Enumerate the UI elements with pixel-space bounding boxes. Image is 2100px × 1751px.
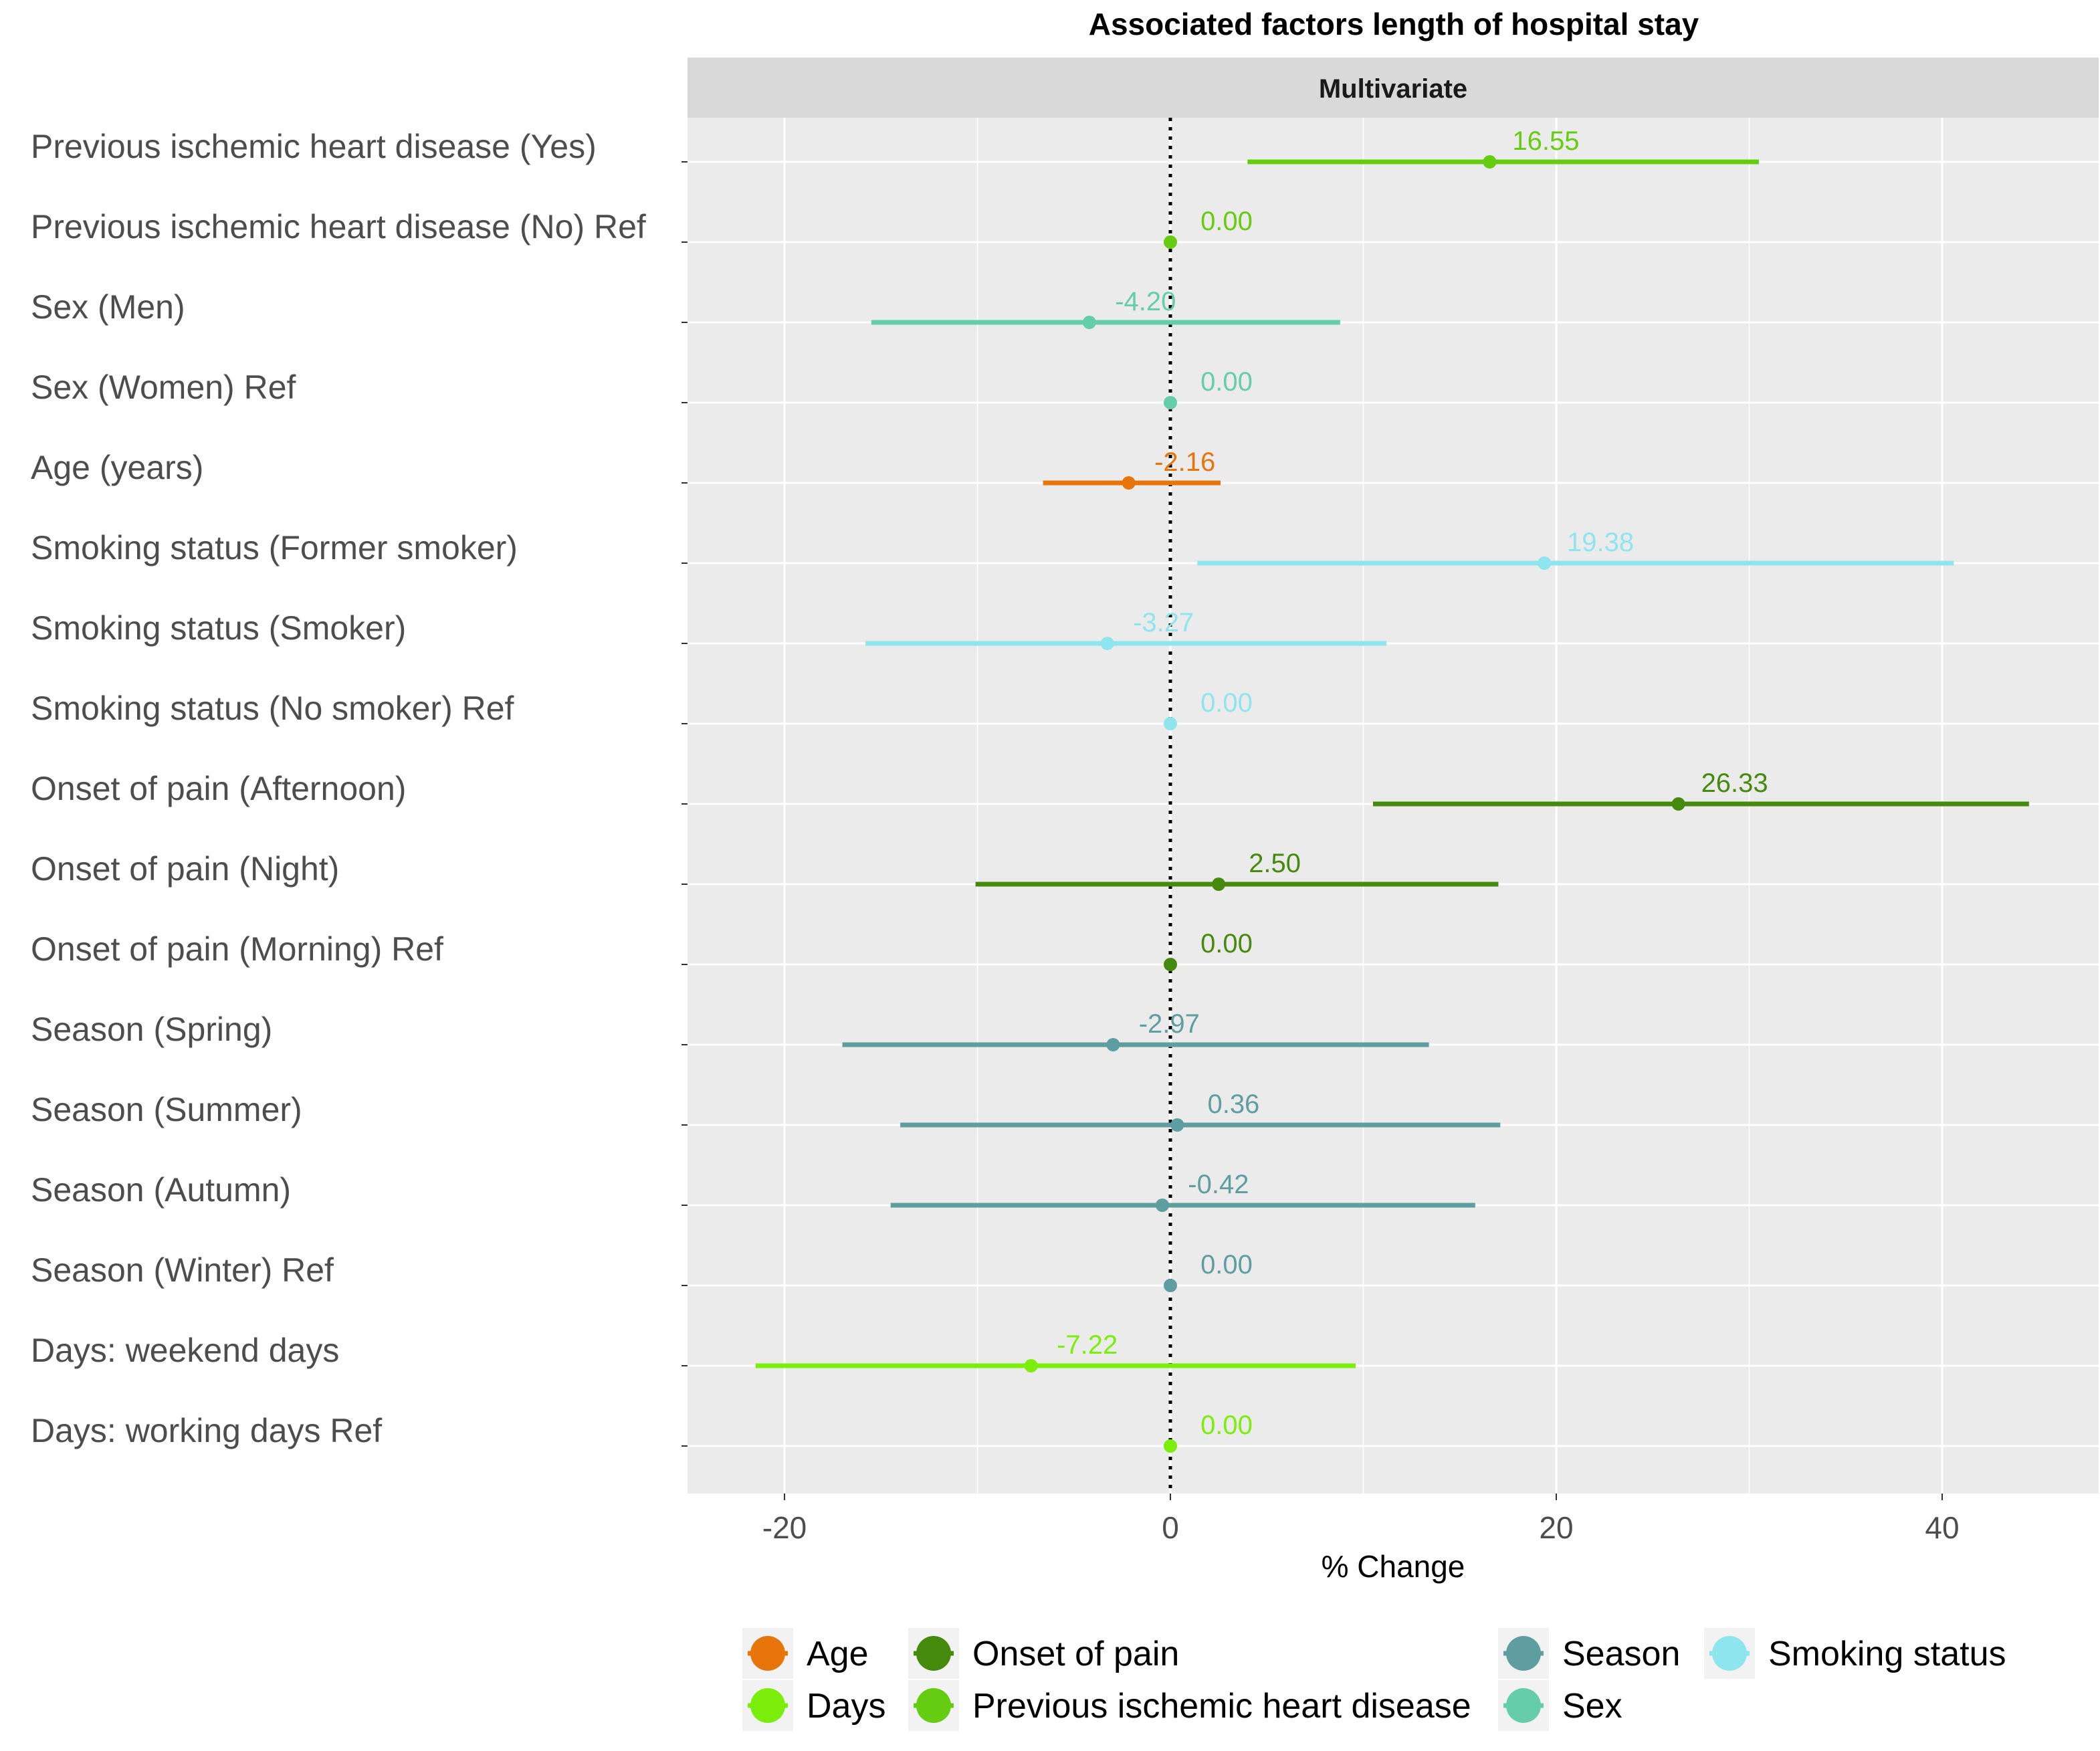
x-tick-label: 40	[1925, 1510, 1959, 1545]
y-label-onset-of-pain-night: Onset of pain (Night)	[31, 850, 339, 888]
x-axis-title: % Change	[1322, 1549, 1465, 1584]
point-estimate-smoking-status-former-smoker	[1538, 556, 1552, 570]
legend: Age Days Onset of pain Previous ischemic he…	[742, 1628, 2006, 1731]
legend-key-onset-of-pain	[916, 1636, 951, 1671]
legend-label-days: Days	[807, 1687, 885, 1726]
data-label-onset-of-pain-morning-ref: 0.00	[1200, 929, 1253, 958]
data-label-smoking-status-smoker: -3.27	[1133, 608, 1194, 637]
x-tick-label: -20	[762, 1510, 807, 1545]
legend-label-age: Age	[807, 1635, 869, 1673]
y-label-age-years: Age (years)	[31, 449, 203, 486]
point-estimate-onset-of-pain-morning-ref	[1164, 958, 1177, 971]
point-estimate-season-spring	[1106, 1038, 1120, 1051]
y-label-onset-of-pain-morning-ref: Onset of pain (Morning) Ref	[31, 930, 443, 968]
data-label-sex-men: -4.20	[1115, 287, 1176, 316]
point-estimate-sex-men	[1082, 316, 1096, 329]
legend-label-sex: Sex	[1562, 1687, 1622, 1726]
facet-strip-label: Multivariate	[1319, 74, 1467, 104]
point-estimate-season-autumn	[1155, 1199, 1169, 1212]
legend-key-season	[1506, 1636, 1541, 1671]
data-label-sex-women-ref: 0.00	[1200, 367, 1253, 397]
point-estimate-onset-of-pain-night	[1212, 878, 1226, 891]
y-label-season-autumn: Season (Autumn)	[31, 1171, 291, 1209]
data-label-previous-ischemic-heart-disease-yes: 16.55	[1512, 126, 1579, 156]
data-label-previous-ischemic-heart-disease-no-ref: 0.00	[1200, 207, 1253, 236]
y-label-days-working-days-ref: Days: working days Ref	[31, 1412, 382, 1449]
point-estimate-age-years	[1122, 476, 1136, 490]
data-label-season-autumn: -0.42	[1188, 1170, 1249, 1199]
legend-key-days	[750, 1688, 785, 1723]
y-label-onset-of-pain-afternoon: Onset of pain (Afternoon)	[31, 770, 406, 807]
data-label-smoking-status-no-smoker-ref: 0.00	[1200, 688, 1253, 718]
x-tick-label: 20	[1539, 1510, 1573, 1545]
point-estimate-season-winter-ref	[1164, 1279, 1177, 1292]
point-estimate-days-weekend-days	[1024, 1359, 1038, 1372]
data-label-age-years: -2.16	[1154, 447, 1215, 477]
data-label-season-winter-ref: 0.00	[1200, 1250, 1253, 1279]
point-estimate-previous-ischemic-heart-disease-no-ref	[1164, 235, 1177, 249]
facet-strip	[688, 58, 2099, 118]
y-label-smoking-status-no-smoker-ref: Smoking status (No smoker) Ref	[31, 690, 514, 727]
point-estimate-days-working-days-ref	[1164, 1439, 1177, 1453]
point-estimate-sex-women-ref	[1164, 396, 1177, 409]
y-label-previous-ischemic-heart-disease-no-ref: Previous ischemic heart disease (No) Ref	[31, 208, 646, 245]
y-label-season-spring: Season (Spring)	[31, 1011, 272, 1048]
y-label-smoking-status-smoker: Smoking status (Smoker)	[31, 609, 406, 647]
data-label-onset-of-pain-afternoon: 26.33	[1701, 768, 1768, 798]
data-label-smoking-status-former-smoker: 19.38	[1567, 528, 1634, 557]
data-label-season-spring: -2.97	[1139, 1009, 1200, 1039]
legend-label-previous-ischemic-heart-disease: Previous ischemic heart disease	[972, 1687, 1471, 1726]
legend-label-onset-of-pain: Onset of pain	[972, 1635, 1179, 1673]
legend-label-season: Season	[1562, 1635, 1680, 1673]
point-estimate-onset-of-pain-afternoon	[1671, 797, 1685, 811]
legend-label-smoking-status: Smoking status	[1768, 1635, 2006, 1673]
legend-key-smoking-status	[1712, 1636, 1747, 1671]
x-tick-label: 0	[1162, 1510, 1179, 1545]
y-label-sex-men: Sex (Men)	[31, 288, 185, 326]
data-rows: 16.55 0.00 -4.20 0.00 -2.16 19.38 -3.27 0.00 26.…	[755, 126, 2029, 1453]
y-label-smoking-status-former-smoker: Smoking status (Former smoker)	[31, 529, 518, 566]
data-label-onset-of-pain-night: 2.50	[1249, 849, 1301, 878]
chart-title: Associated factors length of hospital st…	[1089, 7, 1699, 41]
point-estimate-smoking-status-smoker	[1100, 637, 1114, 650]
data-label-season-summer: 0.36	[1207, 1090, 1259, 1119]
point-estimate-season-summer	[1170, 1118, 1184, 1132]
x-axis-ticks: -20 0 20 40	[762, 1493, 1960, 1545]
data-label-days-weekend-days: -7.22	[1057, 1330, 1118, 1360]
y-axis-labels: Previous ischemic heart disease (Yes) Pre…	[31, 128, 688, 1449]
legend-key-sex	[1506, 1688, 1541, 1723]
y-label-season-winter-ref: Season (Winter) Ref	[31, 1251, 334, 1289]
point-estimate-smoking-status-no-smoker-ref	[1164, 717, 1177, 730]
data-label-days-working-days-ref: 0.00	[1200, 1411, 1253, 1440]
y-label-previous-ischemic-heart-disease-yes: Previous ischemic heart disease (Yes)	[31, 128, 597, 165]
point-estimate-previous-ischemic-heart-disease-yes	[1483, 155, 1497, 169]
y-label-sex-women-ref: Sex (Women) Ref	[31, 369, 296, 406]
legend-key-previous-ischemic-heart-disease	[916, 1688, 951, 1723]
legend-key-age	[750, 1636, 785, 1671]
y-label-season-summer: Season (Summer)	[31, 1091, 302, 1128]
y-label-days-weekend-days: Days: weekend days	[31, 1332, 339, 1369]
